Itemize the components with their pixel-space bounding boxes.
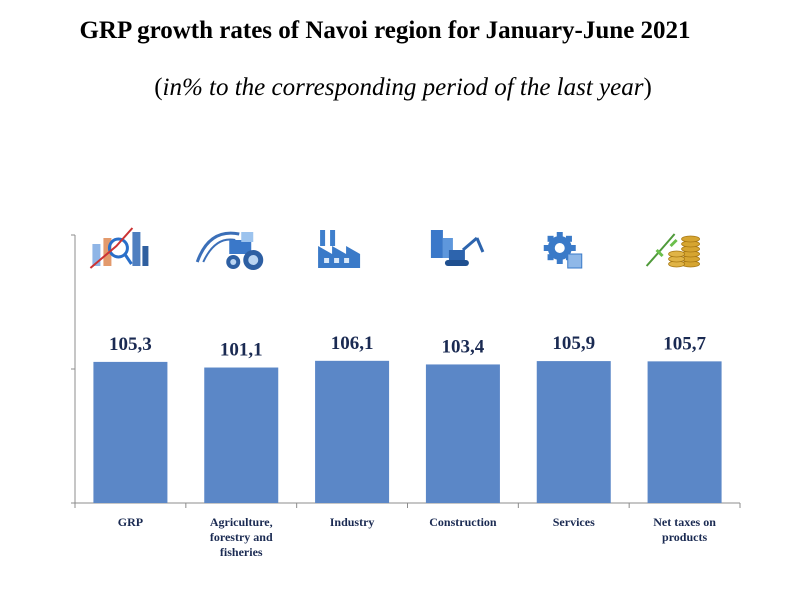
x-tick-label-line: Net taxes on <box>653 515 716 529</box>
bar-5 <box>647 361 722 503</box>
excavator-icon <box>430 230 485 266</box>
tractor-icon <box>195 231 264 270</box>
x-tick-label: Services <box>553 515 595 529</box>
bar-1 <box>204 367 279 503</box>
chart-subtitle: (in% to the corresponding period of the … <box>0 74 800 102</box>
x-tick-label-line: Services <box>553 515 595 529</box>
x-tick-label-line: Industry <box>330 515 375 529</box>
x-tick-label-line: fisheries <box>220 545 263 559</box>
x-tick-label-line: GRP <box>118 515 143 529</box>
data-label: 105,3 <box>109 334 152 355</box>
x-tick-label-line: Construction <box>429 515 497 529</box>
gear-services-icon <box>543 232 583 269</box>
data-label: 105,7 <box>663 333 706 354</box>
x-tick-label: Construction <box>429 515 497 529</box>
bar-3 <box>425 364 500 503</box>
x-tick-label-line: forestry and <box>210 530 273 544</box>
bar-0 <box>93 361 168 503</box>
x-tick-label-line: Agriculture, <box>210 515 273 529</box>
x-tick-label: Net taxes on products <box>653 515 716 544</box>
x-tick-label: Agriculture, forestry and fisheries <box>210 515 273 559</box>
data-label: 105,9 <box>552 333 595 354</box>
bar-4 <box>536 361 611 503</box>
subtitle-open-paren: ( <box>154 74 163 101</box>
data-label: 106,1 <box>331 333 374 354</box>
coins-icon <box>645 233 700 268</box>
x-tick-label: Industry <box>330 515 375 529</box>
data-label: 103,4 <box>442 336 485 357</box>
bar-2 <box>315 360 390 503</box>
subtitle-text: in% to the corresponding period of the l… <box>162 74 644 101</box>
x-tick-label-line: products <box>662 530 707 544</box>
factory-icon <box>318 230 361 268</box>
x-tick-label: GRP <box>118 515 143 529</box>
data-label: 101,1 <box>220 340 263 361</box>
subtitle-close-paren: ) <box>643 74 652 101</box>
chart-title: GRP growth rates of Navoi region for Jan… <box>79 17 691 44</box>
growth-chart-icon <box>89 227 149 269</box>
